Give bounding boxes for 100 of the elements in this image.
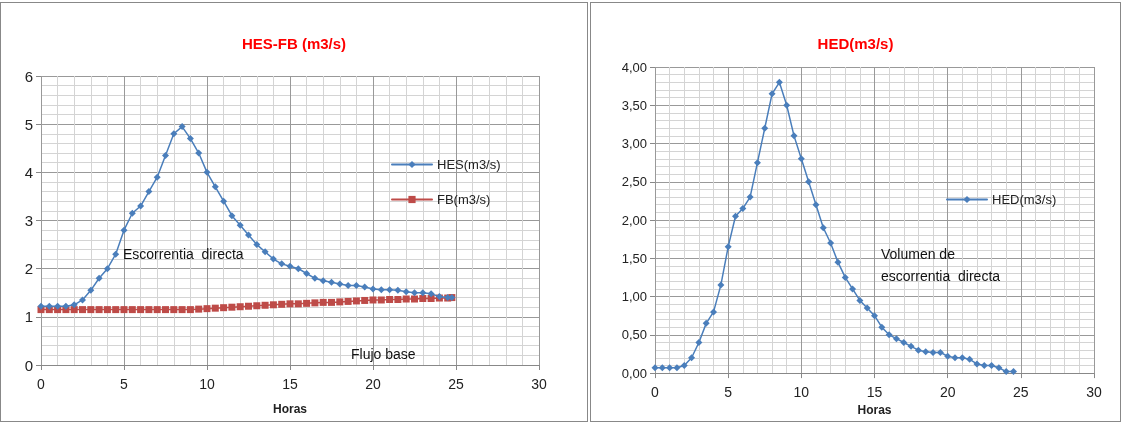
point — [849, 285, 857, 293]
point — [170, 306, 178, 314]
point — [211, 304, 219, 312]
point — [402, 295, 410, 303]
point — [819, 224, 827, 232]
point — [658, 364, 666, 372]
point — [228, 212, 236, 220]
point — [352, 297, 360, 305]
legend-label: HES(m3/s) — [437, 157, 501, 172]
point — [856, 296, 864, 304]
point — [834, 258, 842, 266]
y-tick-label: 3 — [24, 212, 33, 229]
point — [958, 354, 966, 362]
point — [922, 348, 930, 356]
point — [79, 306, 86, 314]
chart-title: HED(m3/s) — [817, 35, 894, 52]
point — [863, 304, 871, 312]
point — [695, 338, 703, 346]
point — [1002, 368, 1010, 376]
point — [137, 202, 145, 210]
point — [253, 302, 261, 310]
point — [929, 348, 937, 356]
x-tick-label: 25 — [1013, 384, 1029, 401]
point — [294, 265, 302, 273]
x-tick-label: 15 — [866, 384, 883, 401]
point — [731, 212, 739, 220]
point — [294, 300, 302, 308]
point — [228, 303, 236, 311]
y-tick-label: 0,50 — [621, 327, 647, 343]
point — [673, 364, 681, 372]
point — [178, 123, 186, 131]
point — [128, 306, 136, 314]
y-tick-label: 0 — [24, 356, 33, 374]
annotation: Volumen de escorrentia directa — [881, 246, 1001, 284]
point — [170, 130, 178, 138]
point — [162, 151, 169, 159]
point — [45, 302, 53, 310]
x-tick-label: 0 — [37, 376, 46, 392]
point — [724, 243, 732, 251]
x-tick-label: 0 — [651, 384, 660, 401]
point — [278, 300, 286, 308]
point — [319, 298, 327, 306]
y-tick-label: 2 — [24, 260, 33, 278]
point — [377, 286, 385, 294]
x-tick-label: 10 — [199, 376, 215, 392]
point — [966, 355, 974, 363]
point — [328, 278, 335, 286]
point — [112, 250, 120, 258]
point — [827, 239, 835, 247]
x-tick-label: 20 — [365, 376, 381, 392]
point — [768, 90, 776, 98]
point — [394, 295, 402, 303]
point — [746, 193, 754, 201]
point — [278, 260, 286, 268]
x-tick-label: 25 — [448, 376, 464, 392]
y-tick-label: 4 — [24, 163, 33, 181]
point — [311, 299, 319, 307]
point — [419, 289, 427, 297]
point — [352, 282, 360, 290]
point — [245, 302, 252, 310]
legend-label: FB(m3/s) — [437, 192, 491, 207]
point — [980, 361, 988, 369]
point — [203, 168, 211, 176]
point — [236, 303, 244, 311]
point — [203, 305, 211, 313]
point — [319, 277, 327, 285]
point — [145, 188, 153, 196]
point — [162, 306, 169, 314]
x-tick-label: 5 — [120, 376, 129, 392]
point — [303, 299, 311, 307]
point — [995, 364, 1003, 372]
annotation: Flujo base — [351, 346, 416, 362]
point — [936, 348, 944, 356]
point — [900, 338, 908, 346]
point — [95, 274, 103, 282]
point — [790, 132, 798, 140]
point — [261, 248, 269, 256]
point — [195, 305, 203, 313]
point — [892, 335, 900, 343]
point — [783, 101, 791, 109]
point — [186, 135, 194, 143]
point — [386, 286, 394, 294]
point — [973, 360, 981, 368]
point — [37, 302, 45, 310]
point — [761, 124, 769, 132]
point — [386, 295, 394, 303]
point — [103, 265, 111, 273]
point — [402, 288, 410, 296]
point — [739, 205, 747, 213]
annotation: Escorrentia directa — [123, 246, 244, 262]
point — [336, 280, 344, 288]
point — [220, 197, 228, 205]
x-tick-label: 15 — [282, 376, 298, 392]
point — [666, 364, 674, 372]
point — [805, 178, 813, 186]
point — [914, 346, 922, 354]
point — [361, 296, 369, 304]
y-tick-label: 3,00 — [621, 136, 647, 152]
point — [153, 306, 161, 314]
point — [841, 273, 849, 281]
